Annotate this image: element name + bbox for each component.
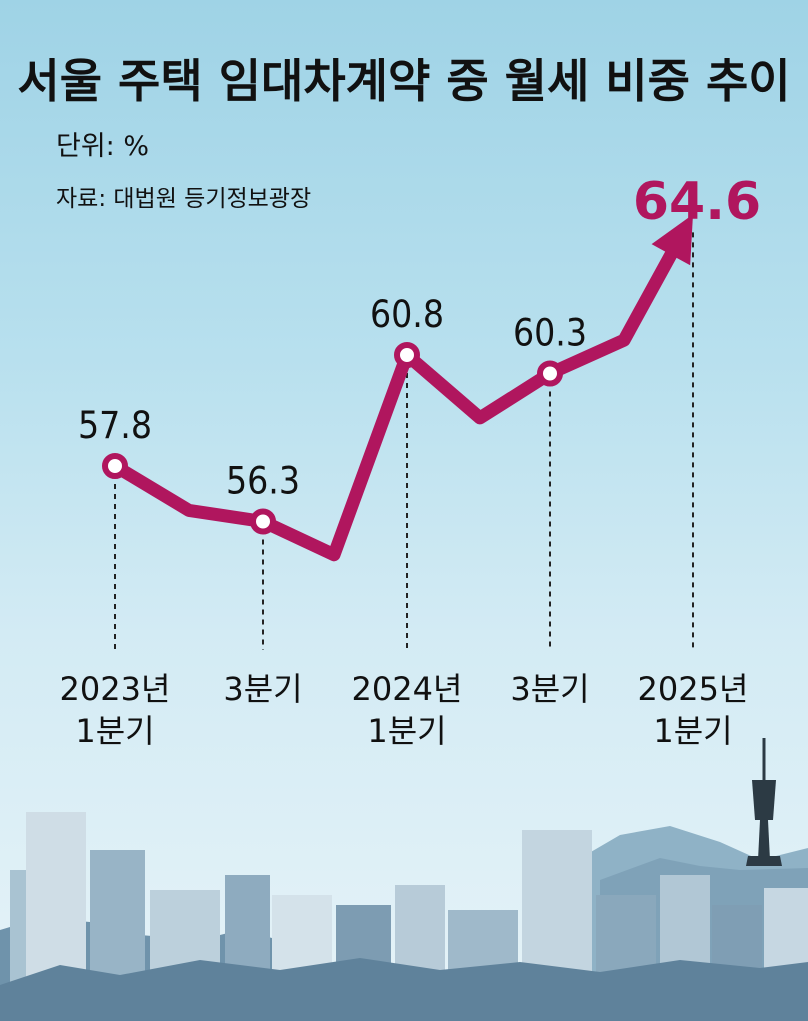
data-point-marker [102,453,128,479]
data-label: 57.8 [78,404,152,447]
x-tick-label: 3분기 [510,670,589,708]
data-point-marker [250,508,276,535]
data-label: 60.3 [513,312,587,355]
data-label: 56.3 [226,460,300,503]
arrowhead-marker [651,214,693,266]
x-tick-label: 3분기 [223,670,302,708]
chart-title: 서울 주택 임대차계약 중 월세 비중 추이 [17,54,790,108]
city-skyline-illustration [0,738,808,1021]
x-tick-label: 2023년 1분기 [60,670,171,750]
unit-label: 단위: % [56,131,149,162]
x-tick-label: 2025년 1분기 [638,670,749,750]
data-point-marker [537,360,563,387]
x-tick-label-group: 2023년 1분기 3분기 2024년 1분기 3분기 2025년 1분기 [60,670,749,750]
data-label: 60.8 [370,293,444,336]
series-line-group [108,214,693,562]
dropline-group [114,232,694,650]
series-line [108,234,686,562]
data-label-highlight: 64.6 [633,172,761,232]
x-tick-label: 2024년 1분기 [352,670,463,750]
marker-group [102,342,563,535]
data-point-marker [394,342,420,368]
source-label: 자료: 대법원 등기정보광장 [56,186,311,212]
data-label-group: 57.8 56.3 60.8 60.3 64.6 [78,172,761,503]
